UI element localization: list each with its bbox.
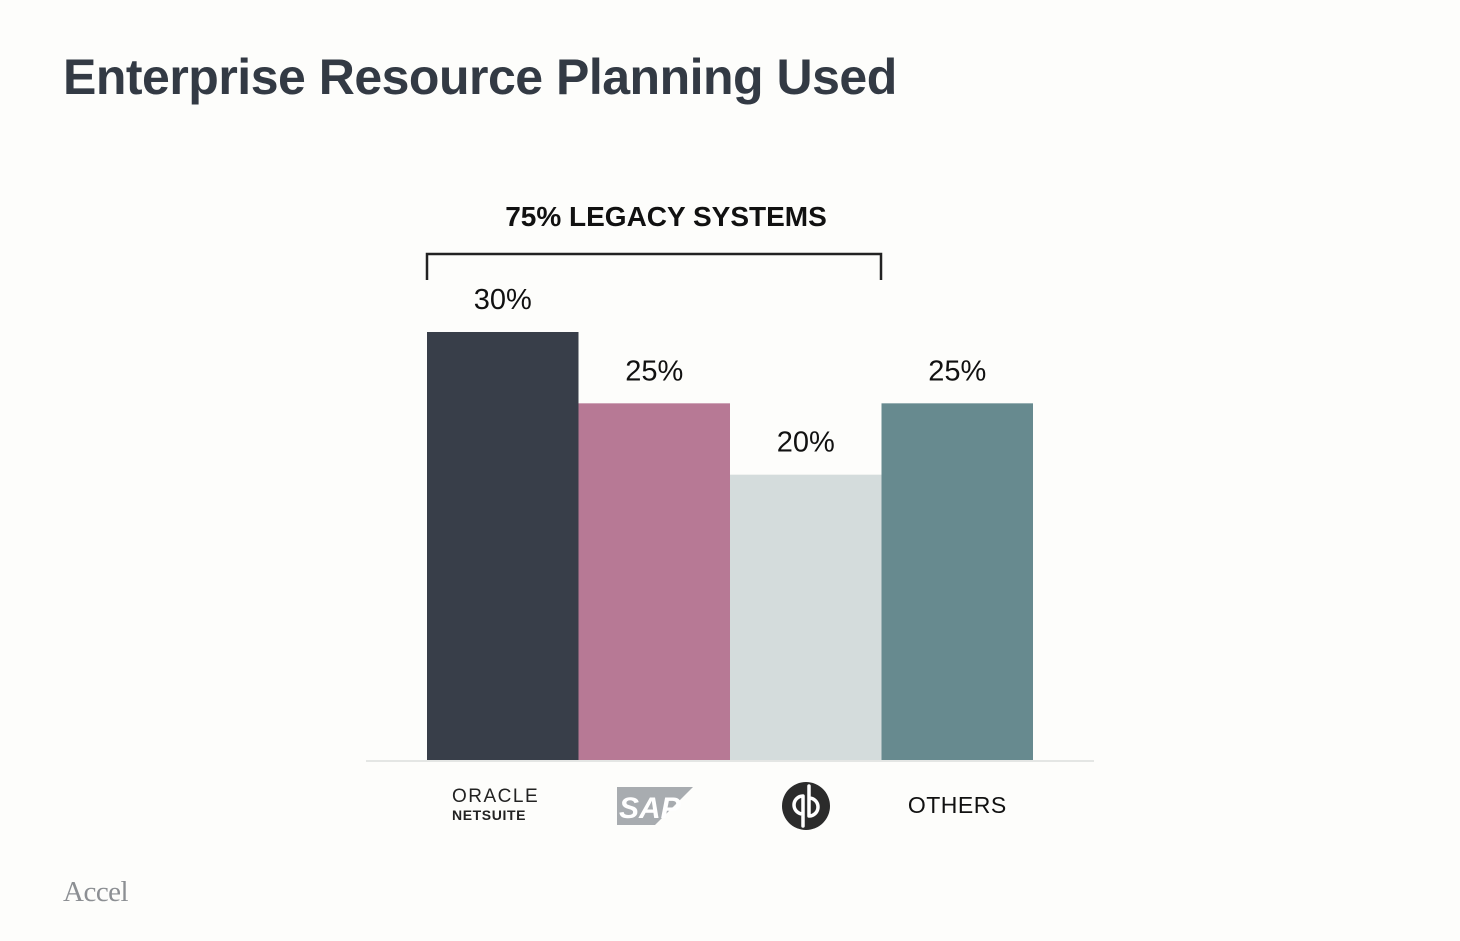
category-label-others: OTHERS [908,792,1007,818]
bar-netsuite [427,332,579,760]
legacy-bracket: 75% LEGACY SYSTEMS [425,201,883,280]
sap-logo: SAP [617,787,693,825]
page-title: Enterprise Resource Planning Used [63,49,897,105]
bar-others [881,403,1033,760]
value-label-sap: 25% [625,355,683,387]
bars-group: 30% 25% 20% 25% [427,284,1033,760]
netsuite-logo-text: NETSUITE [452,807,526,823]
quickbooks-q-glyph [792,794,805,828]
quickbooks-logo-circle [782,782,830,830]
quickbooks-logo [782,782,830,830]
bar-sap [578,403,730,760]
bracket-line [425,252,883,280]
sap-logo-shape [617,787,693,825]
value-label-others: 25% [928,355,986,387]
bracket-label: 75% LEGACY SYSTEMS [505,201,827,232]
sap-logo-text: SAP [619,792,682,825]
bar-quickbooks [730,474,882,760]
accel-logo: Accel [63,876,129,908]
value-label-netsuite: 30% [474,284,532,316]
oracle-logo-text: ORACLE [452,786,539,807]
value-label-quickbooks: 20% [777,427,835,459]
quickbooks-b-glyph [807,784,820,818]
